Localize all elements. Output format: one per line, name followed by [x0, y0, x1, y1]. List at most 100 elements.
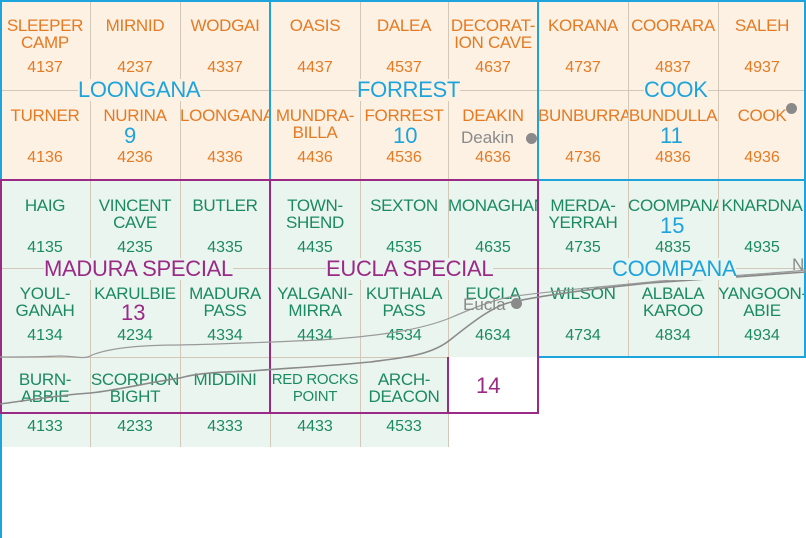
sheet-number: 4635: [475, 239, 511, 256]
sheet-name: MIDDINI: [193, 370, 257, 389]
map-sheet-4336[interactable]: LOONGANA 4336: [180, 90, 274, 180]
sheet-number: 4735: [565, 239, 601, 256]
map-sheet-4535[interactable]: SEXTON 4535: [360, 180, 448, 268]
sheet-name: BUTLER: [192, 196, 258, 215]
grid-line: [0, 180, 806, 181]
sheet-number: 4734: [565, 327, 601, 344]
sheet-name: DEAKIN: [462, 106, 524, 125]
sheet-name: DALEA: [376, 16, 432, 35]
sheet-name: KNARDNA: [721, 196, 803, 215]
sheet-number: 4335: [207, 239, 243, 256]
map-sheet-4736[interactable]: BUNBURRA 4736: [538, 90, 632, 180]
sheet-name: VINCENT CAVE: [98, 196, 172, 232]
sheet-name: NURINA: [103, 106, 167, 125]
sheet-name: MIRNID: [105, 16, 165, 35]
sheet-number: 4834: [655, 327, 691, 344]
sheet-number: 4537: [386, 59, 422, 76]
sheet-name: YOUL- GANAH: [15, 284, 75, 320]
region-number-10: 10: [393, 123, 418, 148]
grid-line: [0, 357, 448, 358]
map-sheet-4134[interactable]: YOUL- GANAH 4134: [0, 268, 90, 357]
map-sheet-4235[interactable]: VINCENT CAVE 4235: [90, 180, 180, 268]
town-dot-deakin-icon: [526, 133, 537, 144]
sheet-name: COOMPANA: [628, 196, 724, 215]
sheet-name: TURNER: [10, 106, 80, 125]
sheet-number: 4435: [297, 239, 333, 256]
map-sheet-4934[interactable]: YANGOON- ABIE 4934: [718, 268, 806, 357]
sheet-number: 4836: [655, 149, 691, 166]
map-sheet-4734[interactable]: WILSON 4734: [538, 268, 628, 357]
sheet-number: 4337: [207, 59, 243, 76]
grid-line: [538, 0, 539, 357]
map-sheet-4333[interactable]: MIDDINI 4333: [180, 357, 270, 447]
sheet-number: 4535: [386, 239, 422, 256]
region-number-13: 13: [121, 300, 146, 325]
map-sheet-4737[interactable]: KORANA 4737: [538, 0, 628, 90]
sheet-name: MUNDRA- BILLA: [275, 106, 355, 142]
map-sheet-4233[interactable]: SCORPION BIGHT 4233: [90, 357, 180, 447]
sheet-number: 4835: [655, 239, 691, 256]
map-sheet-4436[interactable]: MUNDRA- BILLA 4436: [270, 90, 360, 180]
map-sheet-4937[interactable]: SALEH 4937: [718, 0, 806, 90]
sheet-name: YANGOON- ABIE: [718, 284, 806, 320]
sheet-number: 4334: [207, 327, 243, 344]
sheet-name: SCORPION BIGHT: [90, 370, 180, 406]
map-sheet-4433[interactable]: RED ROCKS POINT 4433: [270, 357, 360, 447]
map-sheet-4635[interactable]: MONAGHAN 4635: [448, 180, 546, 268]
sheet-name: BUNBURRA: [538, 106, 632, 125]
sheet-name: RED ROCKS POINT: [271, 371, 359, 405]
sheet-name: LOONGANA: [180, 106, 274, 125]
sheet-number: 4333: [207, 418, 243, 435]
sheet-name: MONAGHAN: [448, 196, 546, 215]
map-sheet-4534[interactable]: KUTHALA PASS 4534: [360, 268, 448, 357]
sheet-name: HAIG: [24, 196, 66, 215]
map-sheet-4637[interactable]: DECORAT- ION CAVE 4637: [448, 0, 538, 90]
sheet-name: MADURA PASS: [189, 284, 261, 320]
sheet-number: 4934: [744, 327, 780, 344]
sheet-number: 4737: [565, 59, 601, 76]
sheet-number: 4837: [655, 59, 691, 76]
town-label-eucla: Eucla: [463, 295, 506, 314]
region-label-madura-special: MADURA SPECIAL: [44, 256, 233, 281]
sheet-name: OASIS: [289, 16, 341, 35]
map-sheet-4334[interactable]: MADURA PASS 4334: [180, 268, 270, 357]
map-sheet-4533[interactable]: ARCH- DEACON 4533: [360, 357, 448, 447]
sheet-name: ARCH- DEACON: [368, 370, 440, 406]
sheet-number: 4436: [297, 149, 333, 166]
region-number-15: 15: [660, 213, 685, 238]
edge-letter: N: [792, 255, 805, 274]
sheet-name: BUNDULLA: [628, 106, 718, 125]
sheet-name: KORANA: [548, 16, 618, 35]
map-sheet-4335[interactable]: BUTLER 4335: [180, 180, 270, 268]
town-label-deakin: Deakin: [461, 128, 514, 147]
sheet-number: 4935: [744, 239, 780, 256]
sheet-number: 4434: [297, 327, 333, 344]
sheet-number: 4636: [475, 149, 511, 166]
sheet-number: 4534: [386, 327, 422, 344]
map-sheet-4137[interactable]: SLEEPER CAMP 4137: [0, 0, 90, 90]
map-sheet-4834[interactable]: ALBALA KAROO 4834: [628, 268, 718, 357]
grid-line: [718, 0, 719, 357]
map-sheet-4435[interactable]: TOWN- SHEND 4435: [270, 180, 360, 268]
sheet-number: 4133: [27, 418, 63, 435]
sheet-number: 4936: [744, 149, 780, 166]
region-label-cook: COOK: [644, 77, 708, 102]
sheet-number: 4937: [744, 59, 780, 76]
map-sheet-4434[interactable]: YALGANI- MIRRA 4434: [270, 268, 360, 357]
sheet-name: BURN- ABBIE: [18, 370, 72, 406]
sheet-number: 4637: [475, 59, 511, 76]
map-sheet-4135[interactable]: HAIG 4135: [0, 180, 90, 268]
sheet-name: YALGANI- MIRRA: [277, 284, 353, 320]
map-sheet-4133[interactable]: BURN- ABBIE 4133: [0, 357, 90, 447]
sheet-name: SLEEPER CAMP: [6, 16, 84, 52]
map-sheet-4437[interactable]: OASIS 4437: [270, 0, 360, 90]
sheet-number: 4736: [565, 149, 601, 166]
map-sheet-4735[interactable]: MERDA- YERRAH 4735: [538, 180, 628, 268]
sheet-number: 4134: [27, 327, 63, 344]
region-number-11: 11: [660, 123, 683, 148]
sheet-number: 4634: [475, 327, 511, 344]
grid-line: [90, 0, 91, 447]
map-sheet-4136[interactable]: TURNER 4136: [0, 90, 90, 180]
sheet-name: MERDA- YERRAH: [548, 196, 618, 232]
